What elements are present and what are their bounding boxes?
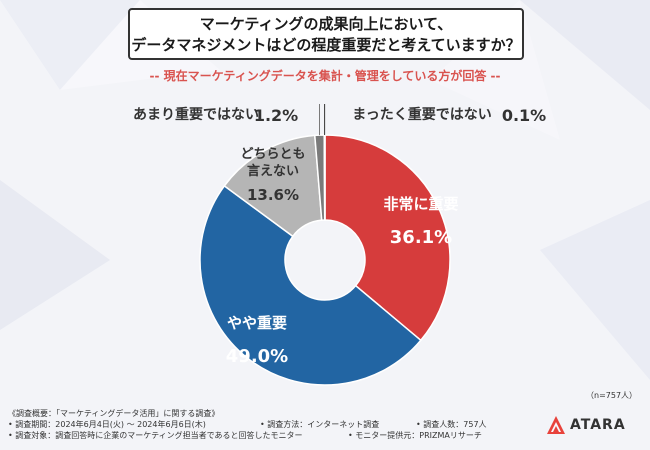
slice-label-very-important: 非常に重要 xyxy=(383,195,458,213)
slice-label-not-important-at-all: まったく重要ではない xyxy=(352,106,491,123)
value-label-not-important-at-all: 0.1% xyxy=(502,106,546,125)
slice-very-important xyxy=(324,134,451,342)
value-label-neutral: 13.6% xyxy=(247,186,299,204)
atara-logo-text: ATARA xyxy=(570,417,626,433)
slice-not-important-at-all xyxy=(323,134,326,221)
value-label-not-very-important: 1.2% xyxy=(254,106,298,125)
slice-label-neutral-line-2: 言えない xyxy=(247,163,299,179)
question-title-box: マーケティングの成果向上において、 データマネジメントはどの程度重要だと考えてい… xyxy=(128,8,524,60)
question-title-line-2: データマネジメントはどの程度重要だと考えていますか？ xyxy=(131,36,521,54)
value-label-somewhat-important: 49.0% xyxy=(226,346,288,367)
slice-somewhat-important xyxy=(199,184,422,386)
slice-label-somewhat-important: やや重要 xyxy=(227,314,287,332)
survey-overview-heading: 《調査概要：「マーケティングデータ活用」に関する調査》 xyxy=(8,409,220,418)
value-label-very-important: 36.1% xyxy=(390,227,452,248)
atara-logo: ATARA xyxy=(546,414,644,436)
slice-label-neutral-line-1: どちらとも xyxy=(240,147,305,162)
survey-period: • 調査期間：2024年6月4日(火) ～ 2024年6月6日(木) xyxy=(8,420,206,429)
survey-provider: • モニター提供元：PRIZMAリサーチ xyxy=(348,431,482,440)
survey-method: • 調査方法：インターネット調査 xyxy=(260,420,380,429)
survey-overview: 《調査概要：「マーケティングデータ活用」に関する調査》 • 調査期間：2024年… xyxy=(8,408,548,441)
respondent-subtitle: -- 現在マーケティングデータを集計・管理をしている方が回答 -- xyxy=(149,69,501,83)
question-title-line-1: マーケティングの成果向上において、 xyxy=(199,15,453,33)
slice-label-not-very-important: あまり重要ではない xyxy=(133,106,259,123)
survey-target: • 調査対象：調査回答時に企業のマーケティング担当者であると回答したモニター xyxy=(8,431,303,440)
slice-neutral xyxy=(223,134,323,238)
atara-logo-mark xyxy=(547,416,565,434)
survey-count: • 調査人数：757人 xyxy=(416,420,487,429)
sample-size-label: （n=757人） xyxy=(586,391,638,400)
